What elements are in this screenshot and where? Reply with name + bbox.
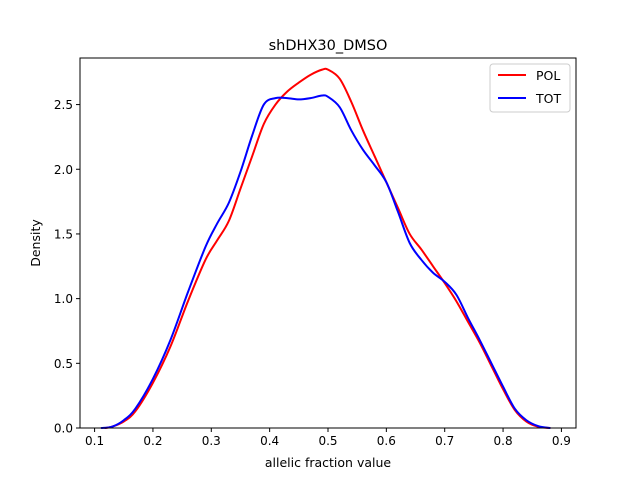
y-tick-label: 2.0 [54,163,73,177]
x-tick-label: 0.9 [552,434,571,448]
chart-title: shDHX30_DMSO [269,38,388,54]
series-line-tot [100,94,551,429]
x-tick-label: 0.2 [143,434,162,448]
legend-tot-label: TOT [535,91,561,106]
x-tick-label: 0.7 [435,434,454,448]
legend-pol-label: POL [536,68,560,83]
y-tick-label: 2.5 [54,98,73,112]
y-tick-label: 0.0 [54,422,73,436]
x-tick-label: 0.6 [377,434,396,448]
y-tick-label: 1.0 [54,292,73,306]
y-tick-label: 0.5 [54,357,73,371]
series-line-pol [104,67,551,429]
x-tick-label: 0.8 [494,434,513,448]
x-tick-label: 0.3 [202,434,221,448]
x-tick-label: 0.4 [260,434,279,448]
series-layer [100,67,551,429]
y-axis-ticks: 0.0 0.5 1.0 1.5 2.0 2.5 [54,98,80,436]
x-tick-label: 0.5 [318,434,337,448]
y-axis-label: Density [28,219,43,267]
y-tick-label: 1.5 [54,227,73,241]
x-tick-label: 0.1 [85,434,104,448]
x-axis-ticks: 0.1 0.2 0.3 0.4 0.5 0.6 0.7 0.8 0.9 [85,428,571,448]
legend: POL TOT [489,63,571,113]
x-axis-label: allelic fraction value [265,455,392,470]
